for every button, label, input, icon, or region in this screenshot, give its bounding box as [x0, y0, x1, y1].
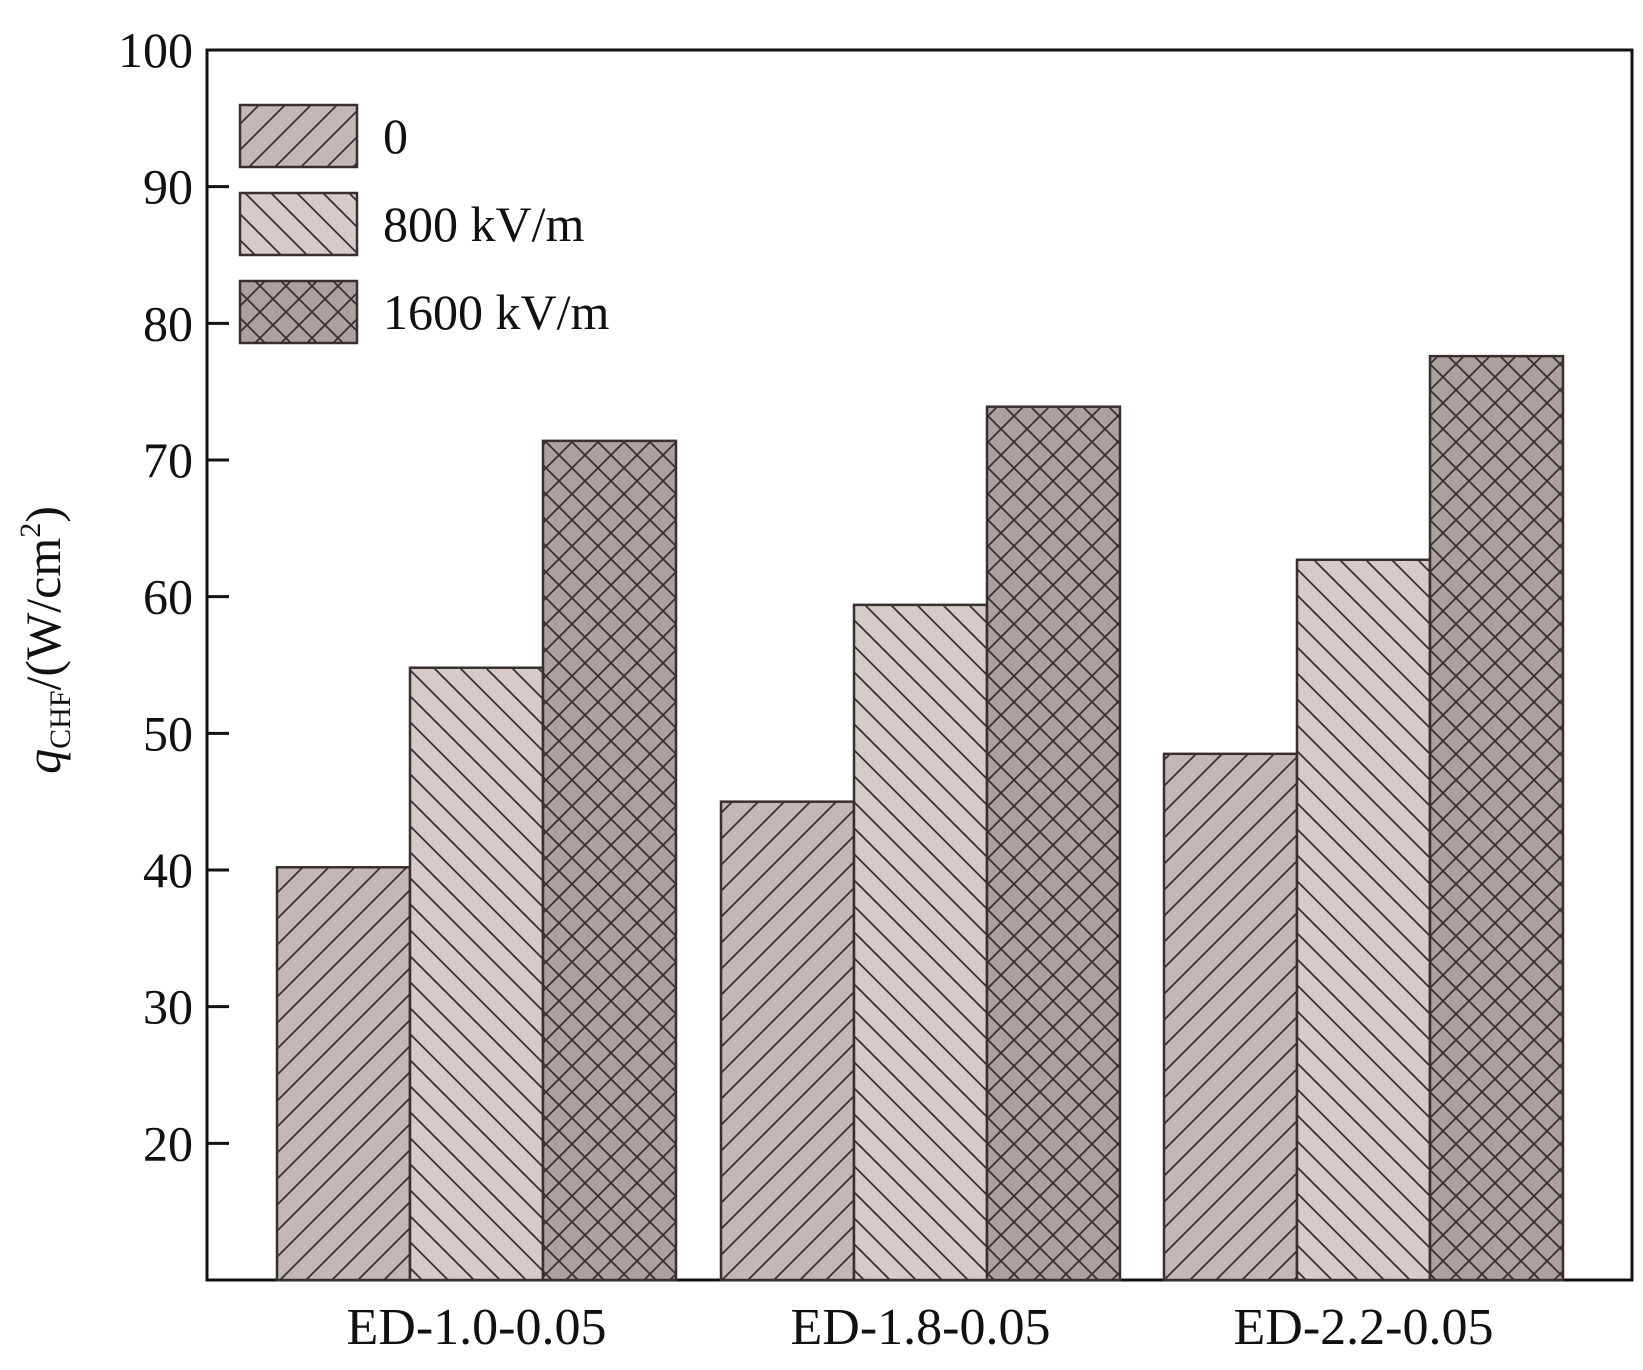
bar	[541, 439, 678, 1282]
y-tick-label: 30	[143, 979, 193, 1035]
bars	[275, 354, 1565, 1282]
y-tick-label: 90	[143, 159, 193, 215]
y-tick-label: 70	[143, 432, 193, 488]
y-tick-label: 100	[118, 22, 193, 78]
legend-swatch	[238, 191, 359, 257]
legend-label: 800 kV/m	[383, 196, 585, 252]
y-axis: 20 30 40 50 60 70 80 90 100	[118, 22, 229, 1171]
bar	[275, 866, 412, 1282]
bar-hatch	[1162, 752, 1299, 1282]
x-axis: ED-1.0-0.05 ED-1.8-0.05 ED-2.2-0.05	[347, 1299, 1494, 1356]
y-tick-label: 50	[143, 705, 193, 761]
bar-hatch	[719, 800, 856, 1282]
legend-label: 0	[383, 108, 408, 164]
bar-hatch	[985, 405, 1122, 1282]
y-axis-label-superscript: 2	[14, 523, 47, 538]
bar	[852, 603, 989, 1282]
legend-item: 1600 kV/m	[238, 279, 610, 345]
legend: 0 800 kV/m 1600 kV/m	[238, 103, 610, 345]
y-axis-label-symbol: q	[15, 749, 71, 774]
bar-hatch	[1295, 558, 1432, 1282]
legend-item: 800 kV/m	[238, 191, 585, 257]
bar-hatch	[541, 439, 678, 1282]
bar-hatch	[408, 666, 545, 1282]
y-tick-label: 60	[143, 569, 193, 625]
bar	[1428, 354, 1565, 1282]
x-category-label: ED-1.0-0.05	[347, 1299, 607, 1356]
bar	[408, 666, 545, 1282]
bar-hatch	[1428, 354, 1565, 1282]
bar	[985, 405, 1122, 1282]
legend-swatch	[238, 103, 359, 169]
x-category-label: ED-1.8-0.05	[791, 1299, 1051, 1356]
bar-hatch	[275, 866, 412, 1282]
x-category-label: ED-2.2-0.05	[1234, 1299, 1494, 1356]
legend-label: 1600 kV/m	[383, 284, 610, 340]
legend-item: 0	[238, 103, 408, 169]
bar	[1295, 558, 1432, 1282]
y-tick-label: 40	[143, 842, 193, 898]
legend-swatch	[238, 279, 359, 345]
y-axis-label-subscript: CHF	[44, 691, 77, 749]
y-axis-label-unit: /(W/cm	[15, 538, 71, 691]
bar	[1162, 752, 1299, 1282]
bar-hatch	[852, 603, 989, 1282]
y-axis-label: qCHF/(W/cm2)	[14, 506, 77, 774]
y-tick-label: 80	[143, 295, 193, 351]
bar	[719, 800, 856, 1282]
y-axis-label-close: )	[15, 506, 71, 523]
y-tick-label: 20	[143, 1115, 193, 1171]
